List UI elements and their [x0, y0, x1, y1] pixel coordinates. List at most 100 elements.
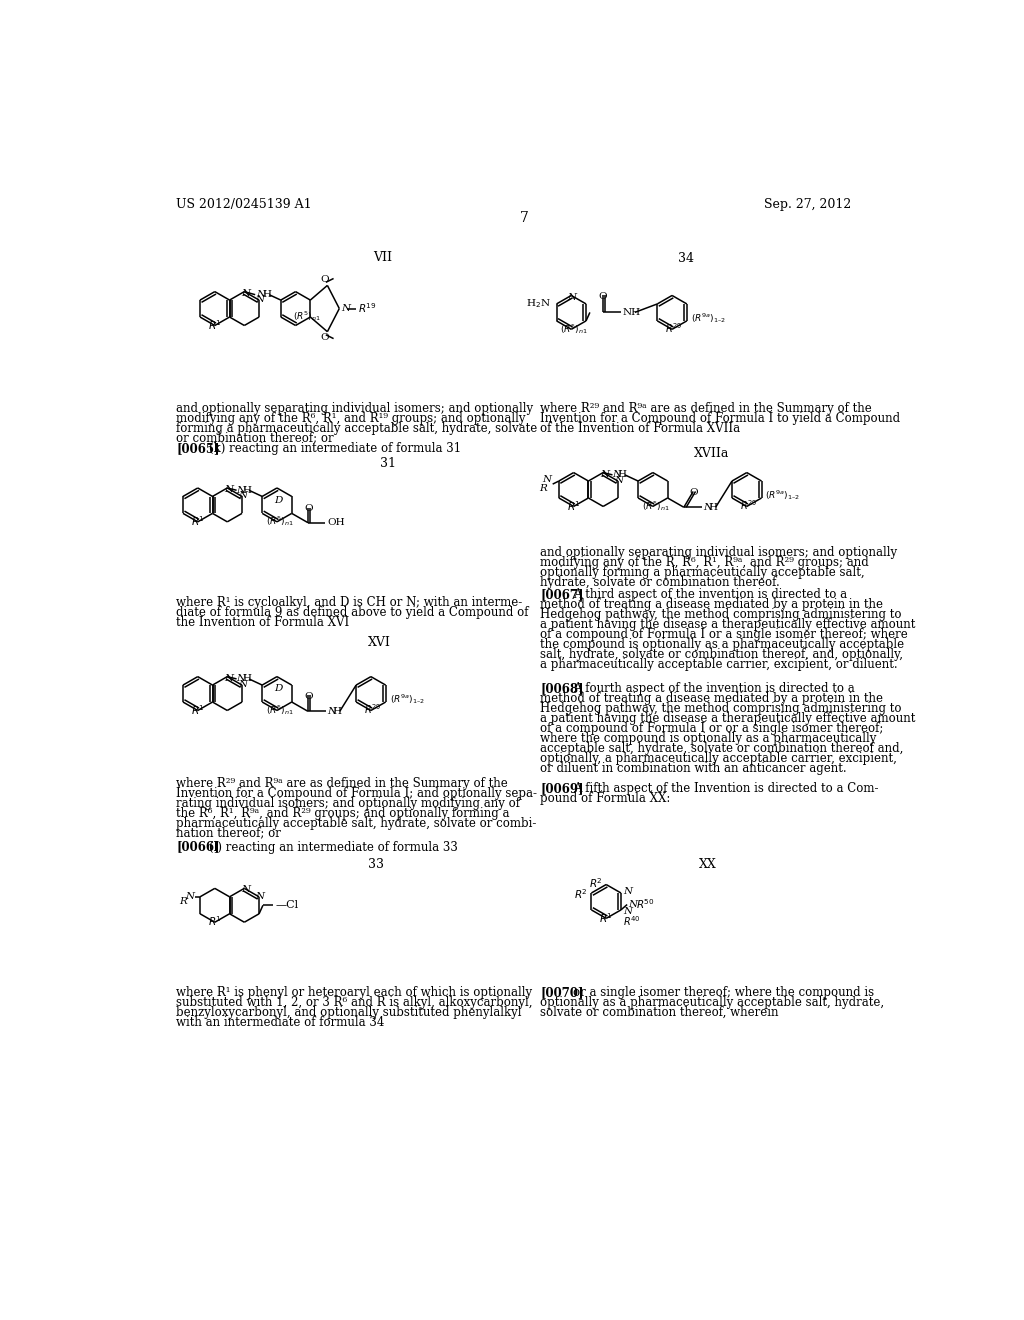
Text: hydrate, solvate or combination thereof.: hydrate, solvate or combination thereof. [541, 576, 780, 589]
Text: $R^{29}$: $R^{29}$ [739, 498, 757, 512]
Text: O: O [319, 275, 329, 284]
Text: A fifth aspect of the Invention is directed to a Com-: A fifth aspect of the Invention is direc… [572, 781, 879, 795]
Text: and optionally separating individual isomers; and optionally: and optionally separating individual iso… [541, 545, 897, 558]
Text: [0066]: [0066] [176, 841, 219, 854]
Text: optionally as a pharmaceutically acceptable salt, hydrate,: optionally as a pharmaceutically accepta… [541, 997, 885, 1010]
Text: N: N [224, 673, 233, 682]
Text: VII: VII [373, 251, 392, 264]
Text: a pharmaceutically acceptable carrier, excipient, or diluent.: a pharmaceutically acceptable carrier, e… [541, 659, 898, 671]
Text: method of treating a disease mediated by a protein in the: method of treating a disease mediated by… [541, 692, 884, 705]
Text: N: N [600, 470, 609, 479]
Text: pound of Formula XX:: pound of Formula XX: [541, 792, 671, 805]
Text: N: N [242, 289, 251, 297]
Text: N: N [255, 294, 264, 304]
Text: $(R^{9a})_{1–2}$: $(R^{9a})_{1–2}$ [389, 692, 424, 706]
Text: optionally forming a pharmaceutically acceptable salt,: optionally forming a pharmaceutically ac… [541, 566, 865, 578]
Text: N: N [237, 675, 246, 684]
Text: $(R^5)_{n1}$: $(R^5)_{n1}$ [266, 702, 294, 717]
Text: or a single isomer thereof; where the compound is: or a single isomer thereof; where the co… [572, 986, 873, 999]
Text: and optionally separating individual isomers; and optionally: and optionally separating individual iso… [176, 401, 534, 414]
Text: N: N [629, 900, 638, 909]
Text: N: N [255, 891, 264, 900]
Text: H: H [242, 675, 251, 684]
Text: where R¹ is phenyl or heteroaryl each of which is optionally: where R¹ is phenyl or heteroaryl each of… [176, 986, 532, 999]
Text: N: N [542, 475, 551, 484]
Text: $R^{29}$: $R^{29}$ [364, 702, 381, 715]
Text: $R^1$: $R^1$ [190, 702, 205, 717]
Text: N: N [624, 907, 633, 916]
Text: N: N [624, 887, 633, 896]
Text: N: N [614, 475, 624, 484]
Text: method of treating a disease mediated by a protein in the: method of treating a disease mediated by… [541, 598, 884, 611]
Text: H: H [262, 290, 271, 300]
Text: with an intermediate of formula 34: with an intermediate of formula 34 [176, 1016, 384, 1030]
Text: $R^{29}$: $R^{29}$ [665, 321, 682, 335]
Text: pharmaceutically acceptable salt, hydrate, solvate or combi-: pharmaceutically acceptable salt, hydrat… [176, 817, 537, 830]
Text: Sep. 27, 2012: Sep. 27, 2012 [764, 198, 851, 211]
Text: H: H [242, 486, 251, 495]
Text: or combination thereof; or: or combination thereof; or [176, 432, 334, 445]
Text: Hedgehog pathway, the method comprising administering to: Hedgehog pathway, the method comprising … [541, 702, 902, 715]
Text: $(R^5)_{n1}$: $(R^5)_{n1}$ [642, 499, 670, 512]
Text: N: N [184, 892, 194, 902]
Text: —Cl: —Cl [275, 900, 299, 911]
Text: A fourth aspect of the invention is directed to a: A fourth aspect of the invention is dire… [572, 682, 855, 696]
Text: $R^1$: $R^1$ [566, 499, 581, 512]
Text: where the compound is optionally as a pharmaceutically: where the compound is optionally as a ph… [541, 733, 877, 744]
Text: H: H [333, 706, 342, 715]
Text: D: D [274, 685, 283, 693]
Text: diate of formula 9 as defined above to yield a Compound of: diate of formula 9 as defined above to y… [176, 606, 528, 619]
Text: $R^{19}$: $R^{19}$ [358, 302, 377, 315]
Text: solvate or combination thereof, wherein: solvate or combination thereof, wherein [541, 1006, 779, 1019]
Text: $(R^{9a})_{1–2}$: $(R^{9a})_{1–2}$ [765, 488, 800, 502]
Text: XVI: XVI [369, 636, 391, 649]
Text: $R^{40}$: $R^{40}$ [623, 913, 641, 928]
Text: N: N [703, 503, 713, 512]
Text: acceptable salt, hydrate, solvate or combination thereof and,: acceptable salt, hydrate, solvate or com… [541, 742, 903, 755]
Text: N: N [239, 491, 248, 500]
Text: D: D [274, 496, 283, 504]
Text: N: N [328, 706, 337, 715]
Text: salt, hydrate, solvate or combination thereof, and, optionally,: salt, hydrate, solvate or combination th… [541, 648, 903, 661]
Text: 7: 7 [520, 211, 529, 224]
Text: Invention for a Compound of Formula I to yield a Compound: Invention for a Compound of Formula I to… [541, 412, 900, 425]
Text: [0065]: [0065] [176, 442, 219, 455]
Text: H$_2$N: H$_2$N [525, 297, 550, 310]
Text: H: H [709, 503, 718, 512]
Text: forming a pharmaceutically acceptable salt, hydrate, solvate: forming a pharmaceutically acceptable sa… [176, 422, 538, 434]
Text: a patient having the disease a therapeutically effective amount: a patient having the disease a therapeut… [541, 711, 915, 725]
Text: $R^1$: $R^1$ [208, 915, 222, 928]
Text: O: O [304, 692, 313, 701]
Text: $(R^5)_{n1}$: $(R^5)_{n1}$ [560, 322, 589, 335]
Text: $R^1$: $R^1$ [190, 515, 205, 528]
Text: benzyloxycarbonyl, and optionally substituted phenylalkyl: benzyloxycarbonyl, and optionally substi… [176, 1006, 521, 1019]
Text: 34: 34 [678, 252, 694, 265]
Text: of a compound of Formula I or a single isomer thereof; where: of a compound of Formula I or a single i… [541, 628, 908, 642]
Text: N: N [237, 486, 246, 495]
Text: nation thereof; or: nation thereof; or [176, 826, 281, 840]
Text: the Invention of Formula XVI: the Invention of Formula XVI [176, 615, 349, 628]
Text: [0069]: [0069] [541, 781, 584, 795]
Text: [0068]: [0068] [541, 682, 584, 696]
Text: O: O [690, 487, 698, 496]
Text: $(R^{9a})_{1–2}$: $(R^{9a})_{1–2}$ [691, 310, 725, 325]
Text: (l) reacting an intermediate of formula 33: (l) reacting an intermediate of formula … [209, 841, 458, 854]
Text: substituted with 1, 2, or 3 R⁶ and R is alkyl, alkoxycarbonyl,: substituted with 1, 2, or 3 R⁶ and R is … [176, 997, 532, 1010]
Text: R: R [540, 484, 547, 494]
Text: 33: 33 [369, 858, 384, 871]
Text: modifying any of the R, R⁶, R¹, R⁹ᵃ, and R²⁹ groups; and: modifying any of the R, R⁶, R¹, R⁹ᵃ, and… [541, 556, 869, 569]
Text: optionally, a pharmaceutically acceptable carrier, excipient,: optionally, a pharmaceutically acceptabl… [541, 752, 897, 766]
Text: a patient having the disease a therapeutically effective amount: a patient having the disease a therapeut… [541, 618, 915, 631]
Text: [0070]: [0070] [541, 986, 584, 999]
Text: N: N [224, 484, 233, 494]
Text: OH: OH [328, 519, 345, 527]
Text: $(R^5)_{n1}$: $(R^5)_{n1}$ [266, 513, 294, 528]
Text: the R⁶, R¹, R⁹ᵃ, and R²⁹ groups; and optionally forming a: the R⁶, R¹, R⁹ᵃ, and R²⁹ groups; and opt… [176, 807, 510, 820]
Text: N: N [239, 680, 248, 689]
Text: [0067]: [0067] [541, 589, 584, 601]
Text: (k) reacting an intermediate of formula 31: (k) reacting an intermediate of formula … [209, 442, 461, 455]
Text: of the Invention of Formula XVIIa: of the Invention of Formula XVIIa [541, 422, 740, 434]
Text: modifying any of the R⁶, R¹, and R¹⁹ groups; and optionally: modifying any of the R⁶, R¹, and R¹⁹ gro… [176, 412, 525, 425]
Text: O: O [319, 334, 329, 342]
Text: R: R [179, 898, 187, 906]
